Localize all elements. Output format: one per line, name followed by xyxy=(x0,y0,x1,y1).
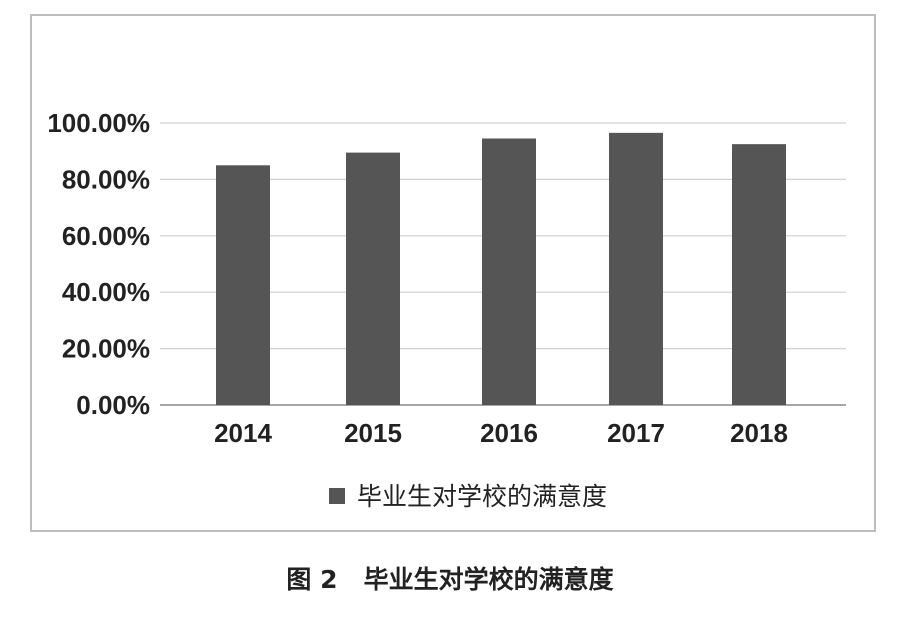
bar-chart: 0.00% 20.00% 40.00% 60.00% 80.00% 100.00% 201… xyxy=(47,108,846,511)
bar xyxy=(346,152,400,405)
x-tick-label: 2014 xyxy=(214,418,272,448)
x-tick-label: 2018 xyxy=(730,418,788,448)
y-tick-label: 40.00% xyxy=(62,277,150,307)
legend-label: 毕业生对学校的满意度 xyxy=(357,482,607,511)
figure-title: 毕业生对学校的满意度 xyxy=(363,565,614,594)
figure-caption: 图 2 毕业生对学校的满意度 xyxy=(0,560,900,596)
figure-label: 图 2 xyxy=(286,565,338,594)
bar xyxy=(609,132,663,405)
x-axis-tick-labels: 2014 2015 2016 2017 2018 xyxy=(214,418,788,448)
bar xyxy=(732,144,786,405)
y-tick-label: 0.00% xyxy=(76,390,150,420)
y-axis-tick-labels: 0.00% 20.00% 40.00% 60.00% 80.00% 100.00% xyxy=(47,108,150,420)
bar xyxy=(216,165,270,405)
y-tick-label: 80.00% xyxy=(62,164,150,194)
y-tick-label: 100.00% xyxy=(47,108,150,138)
x-tick-label: 2015 xyxy=(344,418,402,448)
legend: 毕业生对学校的满意度 xyxy=(329,482,607,511)
y-tick-label: 20.00% xyxy=(62,334,150,364)
chart-frame: 0.00% 20.00% 40.00% 60.00% 80.00% 100.00% 201… xyxy=(30,14,876,532)
y-tick-label: 60.00% xyxy=(62,221,150,251)
bar xyxy=(482,138,536,405)
x-tick-label: 2016 xyxy=(480,418,538,448)
legend-swatch xyxy=(329,488,345,504)
x-tick-label: 2017 xyxy=(607,418,665,448)
bars xyxy=(216,132,786,405)
